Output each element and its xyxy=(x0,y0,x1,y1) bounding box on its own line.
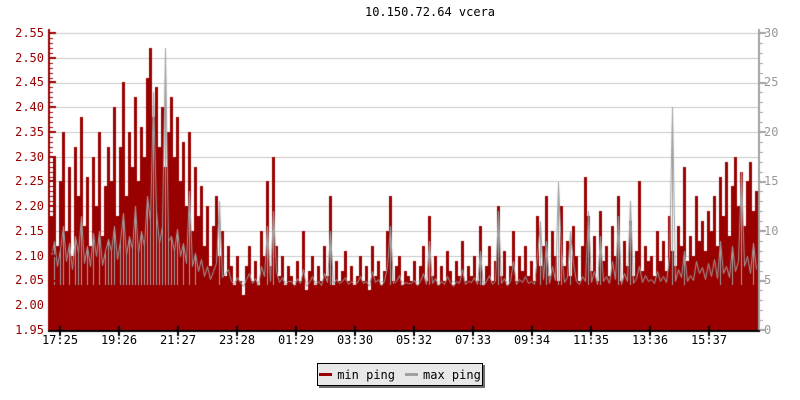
right-axis-label: 15 xyxy=(764,174,779,188)
left-axis-label: 2.50 xyxy=(15,51,44,65)
legend-label-max-ping: max ping xyxy=(423,367,481,382)
x-axis-label: 11:35 xyxy=(572,333,610,347)
x-axis-label: 21:27 xyxy=(159,333,197,347)
right-axis-label: 30 xyxy=(764,26,779,40)
right-axis-label: 25 xyxy=(764,75,779,89)
left-axis-label: 2.45 xyxy=(15,75,44,89)
x-axis-label: 13:36 xyxy=(631,333,669,347)
min-ping-swatch-icon xyxy=(319,373,333,376)
left-axis-label: 2.00 xyxy=(15,298,44,312)
left-axis-label: 2.30 xyxy=(15,150,44,164)
left-axis-label: 1.95 xyxy=(15,323,44,337)
left-axis-label: 2.40 xyxy=(15,100,44,114)
x-axis-label: 07:33 xyxy=(454,333,492,347)
left-axis-label: 2.25 xyxy=(15,174,44,188)
x-axis-label: 15:37 xyxy=(690,333,728,347)
left-axis-label: 2.20 xyxy=(15,199,44,213)
max-ping-swatch-icon xyxy=(405,373,418,376)
right-axis-label: 5 xyxy=(764,273,772,287)
x-axis-label: 09:34 xyxy=(513,333,551,347)
legend-item-max-ping: max ping xyxy=(405,368,481,382)
right-axis-label: 20 xyxy=(764,125,779,139)
chart-title: 10.150.72.64 vcera xyxy=(364,5,496,19)
right-axis-label: 0 xyxy=(764,323,772,337)
x-axis-label: 19:26 xyxy=(100,333,138,347)
legend-box: min ping max ping xyxy=(317,363,483,386)
x-axis-label: 01:29 xyxy=(277,333,315,347)
left-axis-label: 2.05 xyxy=(15,273,44,287)
right-axis-label: 10 xyxy=(764,224,779,238)
left-axis-label: 2.35 xyxy=(15,125,44,139)
legend-label-min-ping: min ping xyxy=(337,367,395,382)
left-axis-label: 2.10 xyxy=(15,249,44,263)
left-axis-label: 2.55 xyxy=(15,26,44,40)
x-axis-label: 03:30 xyxy=(336,333,374,347)
x-axis-label: 05:32 xyxy=(395,333,433,347)
left-axis-label: 2.15 xyxy=(15,224,44,238)
x-axis-label: 23:28 xyxy=(218,333,256,347)
x-axis-label: 17:25 xyxy=(41,333,79,347)
legend-item-min-ping: min ping xyxy=(319,368,395,382)
